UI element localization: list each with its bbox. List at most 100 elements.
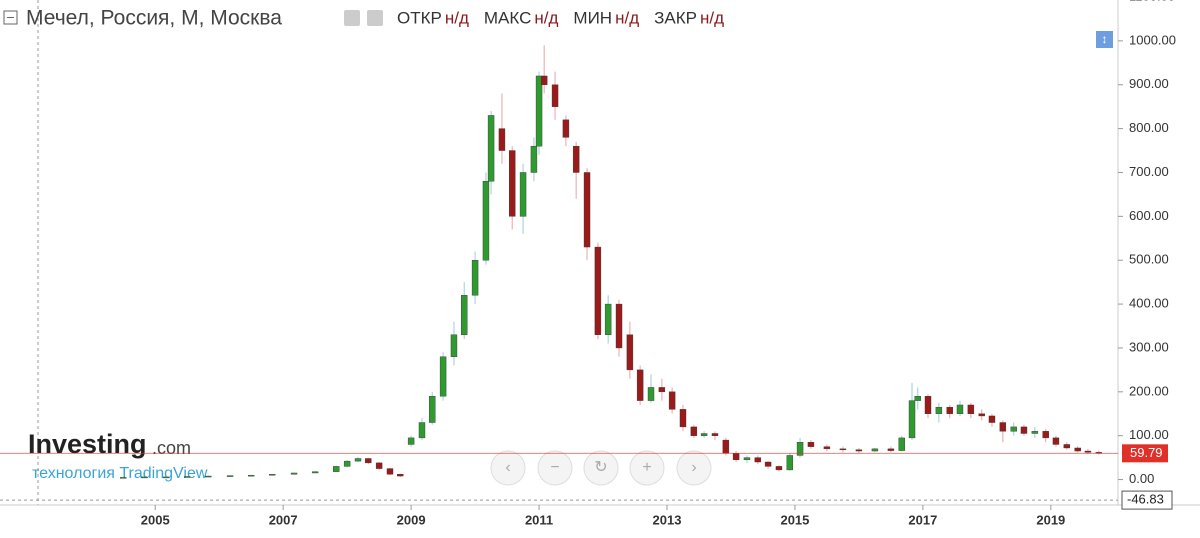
candle-body	[365, 458, 372, 464]
candle-body	[343, 460, 351, 467]
candle-body	[1052, 437, 1060, 445]
x-tick-label: 2013	[653, 512, 682, 527]
candle-body	[743, 457, 751, 461]
candle-body	[690, 426, 698, 436]
x-tick-label: 2017	[908, 512, 937, 527]
brand: Investing	[28, 429, 147, 459]
brand-domain: .com	[152, 438, 191, 458]
candle-body	[658, 387, 666, 393]
candle-body	[594, 246, 602, 335]
x-tick-label: 2015	[780, 512, 809, 527]
candle-body	[615, 303, 623, 349]
candle-body	[439, 356, 447, 397]
candle-body	[898, 437, 905, 451]
nav-icon: ‹	[505, 459, 510, 476]
candle-body	[120, 477, 127, 479]
candle-body	[871, 448, 879, 452]
candle-body	[700, 433, 708, 436]
y-tick-label: 1000.00	[1129, 32, 1176, 47]
candle-body	[914, 396, 921, 401]
candle-body	[498, 128, 506, 151]
candle-body	[354, 458, 362, 462]
ohlc-label: МИН	[573, 8, 612, 27]
reset[interactable]	[583, 450, 619, 486]
candle-body	[924, 396, 932, 414]
candle-body	[535, 75, 543, 147]
zoom-in[interactable]	[629, 450, 665, 486]
candle-body	[999, 422, 1007, 432]
candle-body	[519, 172, 527, 217]
nav-icon: ↻	[594, 459, 607, 476]
y-tick-label: 300.00	[1129, 339, 1169, 354]
candle-body	[540, 75, 548, 85]
candle-body	[978, 413, 985, 417]
candle-body	[855, 449, 863, 452]
x-tick-label: 2005	[141, 512, 170, 527]
candle-body	[184, 476, 191, 478]
settings-button[interactable]	[367, 10, 383, 26]
last-price-badge	[1122, 444, 1168, 463]
candle-body	[333, 466, 340, 472]
candle-body	[461, 295, 468, 335]
candle-body	[311, 471, 319, 474]
ohlc-value: н/д	[615, 8, 639, 27]
y-tick-label: 400.00	[1129, 296, 1169, 311]
candle-body	[786, 455, 794, 471]
candle-body	[551, 84, 559, 107]
candle-body	[508, 150, 516, 217]
candle-body	[796, 442, 804, 456]
candle-body	[269, 474, 276, 476]
y-tick-label: 700.00	[1129, 164, 1169, 179]
visibility-button[interactable]	[344, 10, 360, 26]
y-tick-label: 600.00	[1129, 208, 1169, 223]
candle-body	[471, 260, 479, 296]
ohlc-value: н/д	[534, 8, 558, 27]
candle-body	[375, 462, 383, 469]
cursor-label: -46.83	[1127, 492, 1164, 507]
cursor-badge	[1121, 490, 1173, 510]
candle-body	[1084, 450, 1092, 453]
candle-body	[418, 422, 426, 439]
x-tick-label: 2011	[525, 512, 553, 527]
y-tick-label: 800.00	[1129, 120, 1169, 135]
candle-body	[626, 334, 634, 371]
tagline: технология TradingView	[32, 465, 208, 482]
candle-body	[668, 391, 676, 410]
candle-body	[988, 415, 996, 423]
candle-body	[967, 404, 975, 414]
scale-icon: ↕	[1102, 32, 1108, 46]
zoom-out[interactable]	[537, 450, 573, 486]
candle-body	[636, 369, 644, 401]
candle-body	[247, 474, 255, 477]
scroll-right[interactable]	[676, 450, 712, 486]
candle-body	[604, 303, 612, 335]
candle-body	[226, 475, 234, 477]
y-tick-label: 1100.00	[1129, 0, 1175, 3]
candle-body	[162, 476, 170, 479]
candle-body	[823, 446, 831, 450]
nav-icon: +	[642, 459, 651, 476]
ohlc-label: МАКС	[484, 8, 532, 27]
candle-body	[530, 145, 538, 173]
candle-body	[732, 453, 740, 461]
candle-body	[290, 472, 298, 475]
candle-body	[487, 115, 495, 182]
y-tick-label: 0.00	[1129, 471, 1154, 486]
candle-body	[754, 457, 762, 463]
candle-body	[1020, 426, 1028, 434]
symbol-title: Мечел, Россия, М, Москва	[26, 7, 282, 30]
candle-body	[722, 439, 730, 454]
candle-body	[946, 406, 953, 414]
candle-body	[839, 448, 847, 451]
scale-button[interactable]	[1096, 31, 1113, 48]
candle-body	[429, 396, 436, 423]
scroll-left[interactable]	[490, 450, 526, 486]
candle-body	[887, 448, 895, 451]
ohlc-label: ЗАКР	[654, 8, 697, 27]
candle-body	[711, 433, 719, 436]
candle-body	[1031, 431, 1039, 434]
x-tick-label: 2019	[1036, 512, 1065, 527]
y-tick-label: 500.00	[1129, 252, 1169, 267]
last-price-label: 59.79	[1130, 445, 1163, 460]
nav-buttons: ‹ − ↻ + ›	[490, 450, 712, 486]
